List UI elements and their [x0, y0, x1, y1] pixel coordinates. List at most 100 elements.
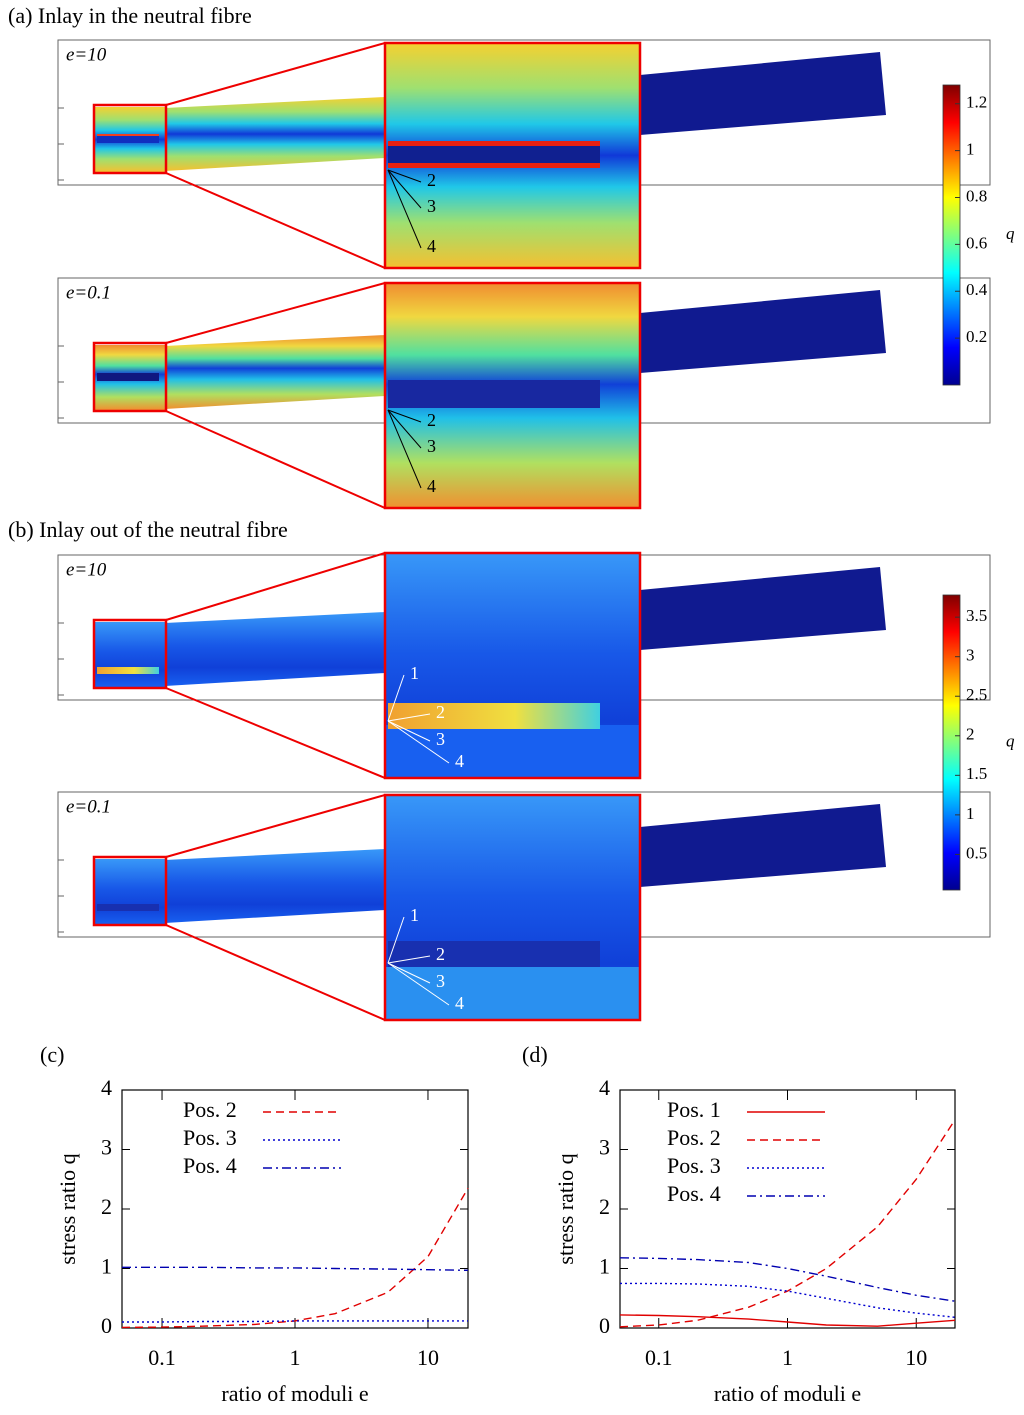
colorbar-tick-label: 1 — [966, 140, 975, 159]
position-label: 3 — [436, 971, 445, 991]
case-label: e=10 — [66, 559, 107, 580]
inlay — [97, 373, 159, 381]
y-tick-label: 3 — [599, 1135, 610, 1160]
colorbar-tick-label: 0.2 — [966, 327, 987, 346]
position-leader — [387, 955, 431, 964]
colorbar-tick-label: 0.5 — [966, 843, 987, 862]
beam-middle — [165, 849, 385, 923]
beam-tip — [640, 567, 886, 650]
position-label: 4 — [455, 993, 464, 1013]
zoom-connector — [165, 42, 386, 106]
x-axis-label: ratio of moduli e — [221, 1381, 368, 1406]
colorbar-tick-label: 2.5 — [966, 685, 987, 704]
beam-tip — [640, 290, 886, 373]
position-label: 3 — [436, 729, 445, 749]
x-tick-label: 0.1 — [148, 1345, 176, 1370]
colorbar-tick-label: 1 — [966, 804, 975, 823]
y-tick-label: 4 — [101, 1075, 112, 1100]
position-label: 4 — [427, 236, 436, 256]
y-axis-label: stress ratio q — [553, 1153, 578, 1264]
simulation-case — [57, 277, 991, 510]
plot-frame — [121, 1089, 469, 1329]
position-label: 2 — [427, 410, 436, 430]
colorbar — [942, 84, 961, 386]
position-leader — [387, 720, 450, 764]
case-label: e=10 — [66, 44, 107, 65]
position-leader — [387, 409, 422, 489]
zoom-source — [92, 103, 168, 175]
inlay — [97, 135, 159, 143]
position-label: 1 — [410, 905, 419, 925]
series-line — [619, 1314, 956, 1327]
beam-middle — [165, 97, 385, 171]
y-tick-label: 1 — [101, 1254, 112, 1279]
colorbar-tick-label: 0.8 — [966, 186, 987, 205]
position-label: 1 — [410, 663, 419, 683]
colorbar-tick-label: 1.2 — [966, 93, 987, 112]
colorbar-tick-label: 2 — [966, 725, 975, 744]
beam-middle — [165, 335, 385, 409]
legend-label: Pos. 2 — [667, 1125, 721, 1150]
x-tick-label: 10 — [905, 1345, 927, 1370]
legend-label: Pos. 2 — [183, 1097, 237, 1122]
panel-title: (a) Inlay in the neutral fibre — [8, 3, 252, 28]
position-label: 3 — [427, 436, 436, 456]
zoom-frame — [383, 793, 642, 1022]
beam-middle — [165, 612, 385, 686]
y-tick-label: 2 — [599, 1194, 610, 1219]
colorbar-label: q — [1006, 224, 1015, 243]
series-line — [122, 1266, 469, 1271]
beam-root — [95, 622, 165, 687]
inlay — [97, 667, 159, 674]
zoom-connector — [165, 687, 386, 779]
y-tick-label: 4 — [599, 1075, 610, 1100]
legend-label: Pos. 4 — [183, 1153, 237, 1178]
colorbar-tick-label: 3.5 — [966, 606, 987, 625]
inlay — [388, 703, 600, 729]
zoom-connector — [165, 924, 386, 1021]
zoom-frame — [383, 41, 642, 270]
y-tick-label: 1 — [599, 1254, 610, 1279]
inlay-edge — [388, 163, 600, 168]
position-label: 4 — [427, 476, 436, 496]
position-label: 2 — [427, 170, 436, 190]
beam-tip — [640, 804, 886, 887]
zoom-connector — [165, 552, 386, 621]
panel-title: (b) Inlay out of the neutral fibre — [8, 517, 288, 542]
zoom-connector — [165, 794, 386, 858]
legend-label: Pos. 3 — [183, 1125, 237, 1150]
series-line — [620, 1282, 956, 1318]
y-tick-label: 0 — [599, 1313, 610, 1338]
y-tick-label: 3 — [101, 1135, 112, 1160]
inlay — [388, 941, 600, 967]
position-label: 4 — [455, 751, 464, 771]
y-axis-label: stress ratio q — [55, 1153, 80, 1264]
lower-zone — [385, 967, 640, 1020]
position-leader — [387, 409, 422, 449]
legend-label: Pos. 3 — [667, 1153, 721, 1178]
zoom-source — [92, 855, 168, 927]
position-label: 2 — [436, 944, 445, 964]
position-leader — [387, 169, 422, 249]
x-axis-label: ratio of moduli e — [714, 1381, 861, 1406]
inlay — [97, 904, 159, 911]
legend-label: Pos. 1 — [667, 1097, 721, 1122]
colorbar — [942, 594, 961, 891]
zoom-connector — [165, 172, 386, 269]
colorbar-tick-label: 0.4 — [966, 280, 988, 299]
chart-label: (c) — [40, 1042, 64, 1067]
inlay — [388, 380, 600, 408]
y-tick-label: 2 — [101, 1194, 112, 1219]
simulation-case — [57, 551, 991, 780]
colorbar-tick-label: 0.6 — [966, 233, 987, 252]
zoom-source — [92, 618, 168, 690]
case-label: e=0.1 — [66, 282, 111, 303]
beam-tip — [640, 52, 886, 135]
position-label: 2 — [436, 702, 445, 722]
zoom-frame — [383, 281, 642, 510]
case-label: e=0.1 — [66, 796, 111, 817]
position-leader — [387, 962, 431, 984]
position-leader — [387, 674, 405, 722]
inlay-edge — [388, 141, 600, 146]
